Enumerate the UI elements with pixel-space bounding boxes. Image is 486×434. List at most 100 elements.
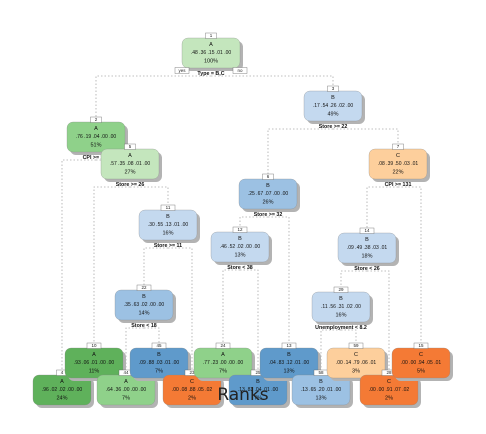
node-percent: 7% xyxy=(155,369,163,375)
plot-title: Ranks xyxy=(217,385,269,405)
node-class: B xyxy=(238,236,242,242)
node-probabilities: .00 .00 .94 .05 .01 xyxy=(401,360,442,366)
tree-edges xyxy=(61,75,422,375)
node-probabilities: .57 .35 .08 .01 .00 xyxy=(110,161,151,167)
tree-edge xyxy=(143,247,168,290)
node-percent: 2% xyxy=(385,396,393,402)
node-number: 3 xyxy=(332,86,335,91)
tree-edge xyxy=(222,269,240,348)
node-number-tag xyxy=(151,342,167,349)
node-class: A xyxy=(60,379,64,385)
node-probabilities: .00 .14 .79 .06 .01 xyxy=(336,360,377,366)
node-probabilities: .35 .63 .02 .00 .00 xyxy=(124,302,165,308)
node-percent: 7% xyxy=(254,396,262,402)
node-number-tag xyxy=(90,116,102,123)
node-split-rule: Unemployment < 8.2 xyxy=(315,325,367,331)
node-number: 6 xyxy=(267,174,270,179)
tree-node-7: 7 C .08 .39 .50 .03 .01 22% CPI >= 131 xyxy=(368,143,430,188)
node-class: C xyxy=(396,153,400,159)
node-number-tag xyxy=(359,227,375,234)
node-number-tag xyxy=(333,286,349,293)
node-probabilities: .13 .83 .04 .01 .00 xyxy=(238,387,279,393)
node-probabilities: .13 .65 .20 .01 .00 xyxy=(301,387,342,393)
node-class: B xyxy=(331,95,335,101)
tree-node-6: 6 B .25 .67 .07 .00 .00 26% Store >= 32 xyxy=(238,173,300,218)
node-percent: 14% xyxy=(138,311,149,317)
node-percent: 5% xyxy=(417,369,425,375)
node-split-rule: CPI >= 162 xyxy=(83,155,110,161)
tree-node-10: 10 A .93 .06 .01 .00 .00 11% xyxy=(64,342,126,381)
tree-node-14: 14 B .09 .49 .38 .03 .01 18% Store < 26 xyxy=(337,227,399,272)
node-number: 4 xyxy=(61,370,64,375)
tree-node-12: 12 B .46 .52 .02 .00 .00 13% Store < 38 xyxy=(210,226,272,271)
node-class: C xyxy=(419,352,423,358)
node-probabilities: .09 .88 .03 .01 .00 xyxy=(139,360,180,366)
node-number-tag xyxy=(281,342,297,349)
node-split-rule: Store >= 11 xyxy=(154,243,182,249)
tree-edge xyxy=(366,186,398,233)
tree-node-29: 29 B .11 .56 .31 .02 .00 16% Unemployment < … xyxy=(311,286,373,331)
node-percent: 3% xyxy=(352,369,360,375)
node-percent: 27% xyxy=(124,170,135,176)
node-probabilities: .11 .56 .31 .02 .00 xyxy=(321,304,361,310)
node-number: 59 xyxy=(353,343,359,348)
node-percent: 100% xyxy=(204,59,218,65)
node-probabilities: .30 .55 .13 .01 .00 xyxy=(148,222,189,228)
node-percent: 51% xyxy=(90,143,101,149)
node-number: 24 xyxy=(220,343,226,348)
branch-yes-box xyxy=(174,67,190,74)
node-split-rule: Store >= 22 xyxy=(319,124,348,130)
node-percent: 16% xyxy=(162,231,173,237)
node-class: C xyxy=(387,379,391,385)
node-number-tag xyxy=(392,143,404,150)
tree-edge xyxy=(267,128,333,179)
tree-edge xyxy=(341,329,357,348)
node-number: 25 xyxy=(255,370,261,375)
tree-node-45: 45 B .09 .88 .03 .01 .00 7% xyxy=(129,342,191,381)
node-number-tag xyxy=(262,173,274,180)
node-split-rule: Store < 38 xyxy=(227,265,253,271)
tree-node-4: 4 A .96 .02 .02 .00 .00 24% xyxy=(32,369,94,408)
node-number: 2 xyxy=(95,117,98,122)
tree-node-13: 13 B .04 .83 .12 .01 .00 13% xyxy=(259,342,321,381)
node-percent: 13% xyxy=(315,396,326,402)
branch-yes-label: yes xyxy=(174,67,190,74)
node-class: B xyxy=(157,352,161,358)
node-percent: 13% xyxy=(234,253,245,259)
tree-edge xyxy=(268,216,290,348)
node-number: 58 xyxy=(318,370,324,375)
node-number: 10 xyxy=(91,343,97,348)
node-split-rule: Store < 18 xyxy=(131,323,157,329)
node-number: 13 xyxy=(286,343,292,348)
tree-edge xyxy=(340,270,367,292)
tree-node-5: 5 A .57 .35 .08 .01 .00 27% Store >= 26 xyxy=(100,143,162,188)
node-number: 5 xyxy=(129,144,132,149)
branch-no-box xyxy=(232,67,248,74)
tree-node-2: 2 A .76 .19 .04 .00 .00 51% CPI >= 162 xyxy=(66,116,128,161)
node-split-rule: Store < 26 xyxy=(354,266,380,272)
tree-edge xyxy=(168,247,193,375)
tree-edge xyxy=(95,75,211,122)
node-class: A xyxy=(94,126,98,132)
node-class: B xyxy=(365,237,369,243)
node-number-tag xyxy=(215,342,231,349)
tree-node-24: 24 A .77 .23 .00 .00 .00 7% xyxy=(193,342,255,381)
tree-node-44: 44 A .64 .36 .00 .00 .00 7% xyxy=(96,369,158,408)
node-percent: 49% xyxy=(327,112,338,118)
node-class: A xyxy=(221,352,225,358)
node-probabilities: .77 .23 .00 .00 .00 xyxy=(203,360,244,366)
node-number-tag xyxy=(136,284,152,291)
node-probabilities: .00 .00 .91 .07 .02 xyxy=(369,387,410,393)
tree-edge xyxy=(333,128,399,149)
node-number: 22 xyxy=(141,285,147,290)
node-number: 15 xyxy=(418,343,424,348)
node-probabilities: .04 .83 .12 .01 .00 xyxy=(269,360,310,366)
node-class: B xyxy=(256,379,260,385)
node-class: B xyxy=(166,214,170,220)
tree-node-58: 58 B .13 .65 .20 .01 .00 13% xyxy=(291,369,353,408)
node-class: C xyxy=(354,352,358,358)
tree-node-15: 15 C .00 .00 .94 .05 .01 5% xyxy=(391,342,453,381)
node-number: 29 xyxy=(338,287,344,292)
node-number-tag xyxy=(205,32,217,39)
node-class: B xyxy=(266,183,270,189)
